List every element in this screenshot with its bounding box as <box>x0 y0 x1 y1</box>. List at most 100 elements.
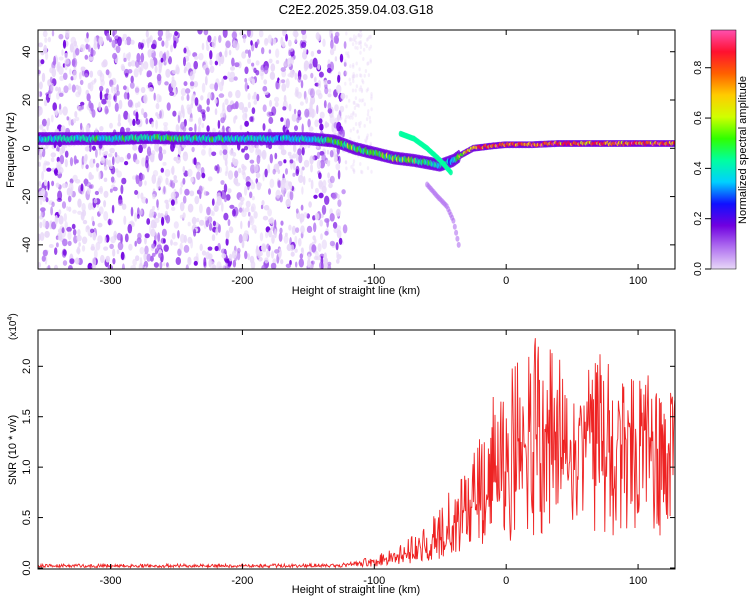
noise-cell <box>134 240 137 247</box>
noise-cell <box>109 188 113 193</box>
noise-cell <box>171 76 175 82</box>
noise-cell <box>123 92 128 100</box>
noise-cell <box>247 101 251 109</box>
y-tick-label: 0.0 <box>21 560 33 575</box>
noise-cell <box>116 84 119 92</box>
noise-cell <box>355 61 358 66</box>
noise-cell <box>241 51 247 59</box>
noise-cell <box>129 81 135 89</box>
noise-cell <box>251 203 256 213</box>
noise-cell <box>221 202 224 212</box>
noise-cell <box>115 168 119 173</box>
noise-cell <box>280 179 286 190</box>
noise-cell <box>298 154 303 164</box>
noise-cell <box>351 115 354 120</box>
noise-cell <box>317 79 322 89</box>
noise-cell <box>127 69 133 74</box>
noise-cell <box>274 249 280 254</box>
noise-cell <box>295 151 299 162</box>
noise-cell <box>60 125 66 134</box>
noise-cell <box>107 100 111 108</box>
noise-cell <box>114 151 118 158</box>
noise-cell <box>90 228 95 234</box>
noise-cell <box>205 67 210 75</box>
noise-cell <box>369 132 373 137</box>
noise-cell <box>73 155 77 165</box>
noise-cell <box>369 34 372 39</box>
snr-scale-exponent: 4 <box>7 317 14 321</box>
noise-cell <box>253 91 257 100</box>
noise-cell <box>168 56 172 65</box>
noise-cell <box>182 177 186 185</box>
noise-cell <box>70 36 77 45</box>
noise-cell <box>63 85 69 94</box>
noise-cell <box>187 49 191 57</box>
noise-cell <box>117 36 122 47</box>
noise-cell <box>324 230 329 236</box>
noise-cell <box>362 80 365 85</box>
noise-cell <box>284 180 291 191</box>
y-tick-label: -20 <box>21 189 33 205</box>
noise-cell <box>198 117 202 126</box>
noise-cell <box>89 232 93 238</box>
noise-cell <box>352 79 355 84</box>
noise-cell <box>93 198 98 204</box>
noise-cell <box>338 155 341 164</box>
noise-cell <box>130 265 136 269</box>
noise-cell <box>149 154 155 163</box>
noise-cell <box>130 75 134 84</box>
noise-cell <box>64 52 68 59</box>
noise-cell <box>352 64 355 69</box>
noise-cell <box>367 109 370 114</box>
noise-cell <box>324 121 328 129</box>
noise-cell <box>329 48 335 56</box>
noise-cell <box>268 49 272 54</box>
noise-cell <box>334 104 339 112</box>
noise-cell <box>291 225 296 235</box>
noise-cell <box>361 78 364 83</box>
noise-cell <box>187 168 193 177</box>
noise-cell <box>72 229 77 236</box>
noise-cell <box>172 179 178 184</box>
noise-cell <box>48 244 54 248</box>
noise-cell <box>309 263 313 269</box>
noise-cell <box>345 51 348 56</box>
noise-cell <box>39 232 45 241</box>
noise-cell <box>271 234 275 244</box>
noise-cell <box>337 199 342 207</box>
noise-cell <box>358 124 361 129</box>
noise-cell <box>342 224 348 234</box>
noise-cell <box>147 36 152 42</box>
noise-cell <box>143 252 147 262</box>
noise-cell <box>234 115 238 120</box>
noise-cell <box>162 149 167 155</box>
noise-cell <box>356 46 359 51</box>
noise-cell <box>38 70 41 75</box>
noise-cell <box>244 66 249 75</box>
noise-cell <box>366 166 370 171</box>
noise-cell <box>355 40 358 45</box>
noise-cell <box>151 174 157 185</box>
noise-cell <box>361 170 364 175</box>
noise-cell <box>77 229 81 236</box>
noise-cell <box>299 213 305 223</box>
noise-cell <box>275 48 280 58</box>
noise-cell <box>246 30 251 38</box>
noise-cell <box>239 31 245 36</box>
noise-cell <box>69 157 74 167</box>
noise-cell <box>108 38 112 43</box>
noise-cell <box>175 124 180 133</box>
noise-cell <box>58 108 63 115</box>
noise-cell <box>224 98 229 106</box>
noise-cell <box>50 152 57 158</box>
noise-cell <box>209 50 213 60</box>
noise-cell <box>244 106 248 113</box>
noise-cell <box>293 108 297 115</box>
noise-cell <box>103 190 109 198</box>
noise-cell <box>348 98 351 103</box>
noise-cell <box>207 92 212 101</box>
noise-cell <box>108 153 113 158</box>
noise-cell <box>110 176 115 183</box>
noise-cell <box>352 74 355 79</box>
